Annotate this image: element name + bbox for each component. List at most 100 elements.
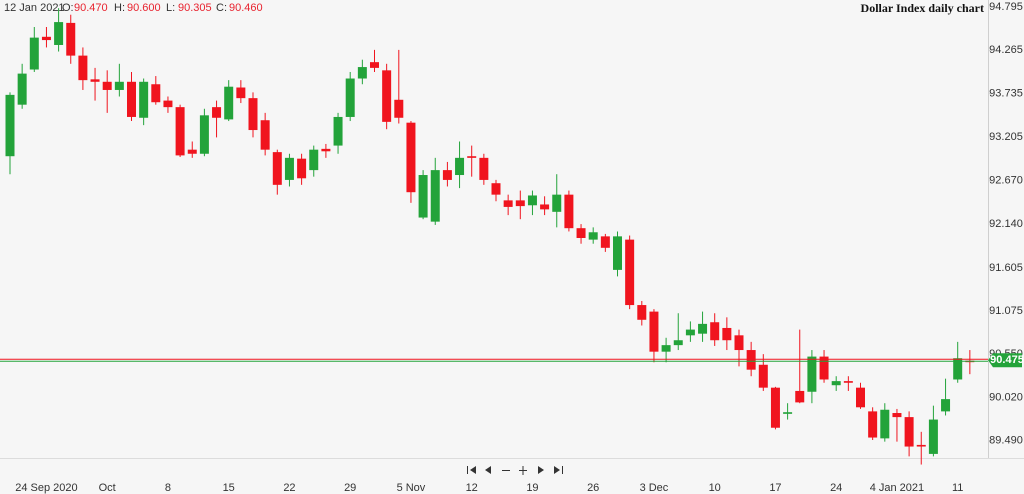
x-tick-label: 22 xyxy=(283,482,295,494)
candle-body xyxy=(175,107,185,156)
current-price-label: 90.475 xyxy=(990,354,1024,366)
x-tick-label: 5 Nov xyxy=(397,482,426,494)
header-open: 90.470 xyxy=(74,2,108,14)
x-tick-label: Oct xyxy=(99,482,116,494)
y-tick-label: 94.265 xyxy=(989,44,1023,56)
x-tick-label: 12 xyxy=(466,482,478,494)
candle-body xyxy=(345,78,355,117)
candle-body xyxy=(163,100,173,108)
candle-body xyxy=(722,327,732,341)
candle-body xyxy=(868,411,878,438)
candle-body xyxy=(710,322,720,341)
candle-body xyxy=(297,158,307,179)
y-tick-label: 91.075 xyxy=(989,305,1023,317)
candle-body xyxy=(224,86,234,120)
candle-body xyxy=(406,122,416,193)
candle-body xyxy=(661,345,671,352)
x-tick-label: 24 xyxy=(830,482,842,494)
candle-body xyxy=(29,37,39,70)
candle-body xyxy=(831,381,841,386)
candle-body xyxy=(248,98,258,131)
candle-body xyxy=(54,22,64,45)
header-high-label: H: xyxy=(114,2,125,14)
candle-body xyxy=(880,409,890,439)
current-price-box xyxy=(988,353,1022,368)
y-tick-label: 90.020 xyxy=(989,391,1023,403)
candle-body xyxy=(637,305,647,320)
header-low: 90.305 xyxy=(178,2,212,14)
header-close: 90.460 xyxy=(229,2,263,14)
y-tick-label: 93.735 xyxy=(989,88,1023,100)
nav-next[interactable] xyxy=(538,466,544,474)
candle-body xyxy=(941,399,951,412)
candle-body xyxy=(370,62,379,68)
candle-body xyxy=(758,364,768,388)
candle-body xyxy=(916,444,926,447)
candle-body xyxy=(41,36,51,41)
candle-body xyxy=(734,335,744,351)
header-close-label: C: xyxy=(216,2,227,14)
candle-body xyxy=(625,239,635,306)
candle-body xyxy=(127,81,136,117)
candle-body xyxy=(212,107,222,118)
candle-body xyxy=(527,195,537,206)
candle-body xyxy=(382,70,392,122)
candle-body xyxy=(649,311,659,352)
candle-body xyxy=(284,157,294,180)
x-tick-label: 24 Sep 2020 xyxy=(15,482,77,494)
candle-body xyxy=(17,73,27,105)
header-date: 12 Jan 2021 xyxy=(4,2,65,14)
candle-body xyxy=(236,87,246,99)
x-tick-label: 15 xyxy=(223,482,235,494)
y-tick-label: 91.605 xyxy=(989,262,1023,274)
chart-title: Dollar Index daily chart xyxy=(861,1,984,15)
candle-body xyxy=(552,194,562,212)
x-tick-label: 8 xyxy=(165,482,171,494)
candle-body xyxy=(807,356,817,392)
candle-body xyxy=(199,115,209,154)
candle-body xyxy=(928,419,938,454)
candle-body xyxy=(114,81,124,90)
x-tick-label: 3 Dec xyxy=(640,482,669,494)
candle-body xyxy=(588,232,598,240)
x-tick-label: 17 xyxy=(769,482,781,494)
candle-body xyxy=(673,340,683,346)
nav-prev[interactable] xyxy=(485,466,491,474)
candle-body xyxy=(5,94,15,157)
candle-body xyxy=(515,200,525,207)
candle-body xyxy=(187,149,197,154)
candle-body xyxy=(357,67,367,79)
nav-zoom-in[interactable] xyxy=(519,466,527,475)
candle-body xyxy=(540,204,550,210)
y-tick-label: 92.670 xyxy=(989,175,1023,187)
candle-body xyxy=(953,358,963,380)
candle-body xyxy=(260,120,270,150)
candle-body xyxy=(309,149,319,171)
header-open-label: O: xyxy=(62,2,74,14)
candle-body xyxy=(333,116,343,146)
x-tick-label: 10 xyxy=(709,482,721,494)
candle-body xyxy=(576,228,586,238)
nav-last[interactable] xyxy=(554,466,563,474)
y-tick-label: 93.205 xyxy=(989,131,1023,143)
candle-body xyxy=(685,329,695,336)
candle-body xyxy=(151,84,161,103)
candle-body xyxy=(613,236,622,270)
x-tick-label: 19 xyxy=(526,482,538,494)
candle-body xyxy=(78,55,88,81)
candle-body xyxy=(843,381,853,383)
candle-body xyxy=(600,236,610,248)
candle-body xyxy=(819,356,829,380)
y-tick-label: 94.795 xyxy=(989,1,1023,13)
navigation[interactable] xyxy=(467,466,563,475)
header-low-label: L: xyxy=(166,2,175,14)
candle-body xyxy=(394,99,404,118)
header-high: 90.600 xyxy=(127,2,161,14)
candle-body xyxy=(783,412,793,414)
candle-body xyxy=(698,323,708,334)
candle-body xyxy=(892,413,902,418)
candle-body xyxy=(430,170,440,222)
candle-body xyxy=(746,350,756,370)
nav-first[interactable] xyxy=(467,466,477,474)
